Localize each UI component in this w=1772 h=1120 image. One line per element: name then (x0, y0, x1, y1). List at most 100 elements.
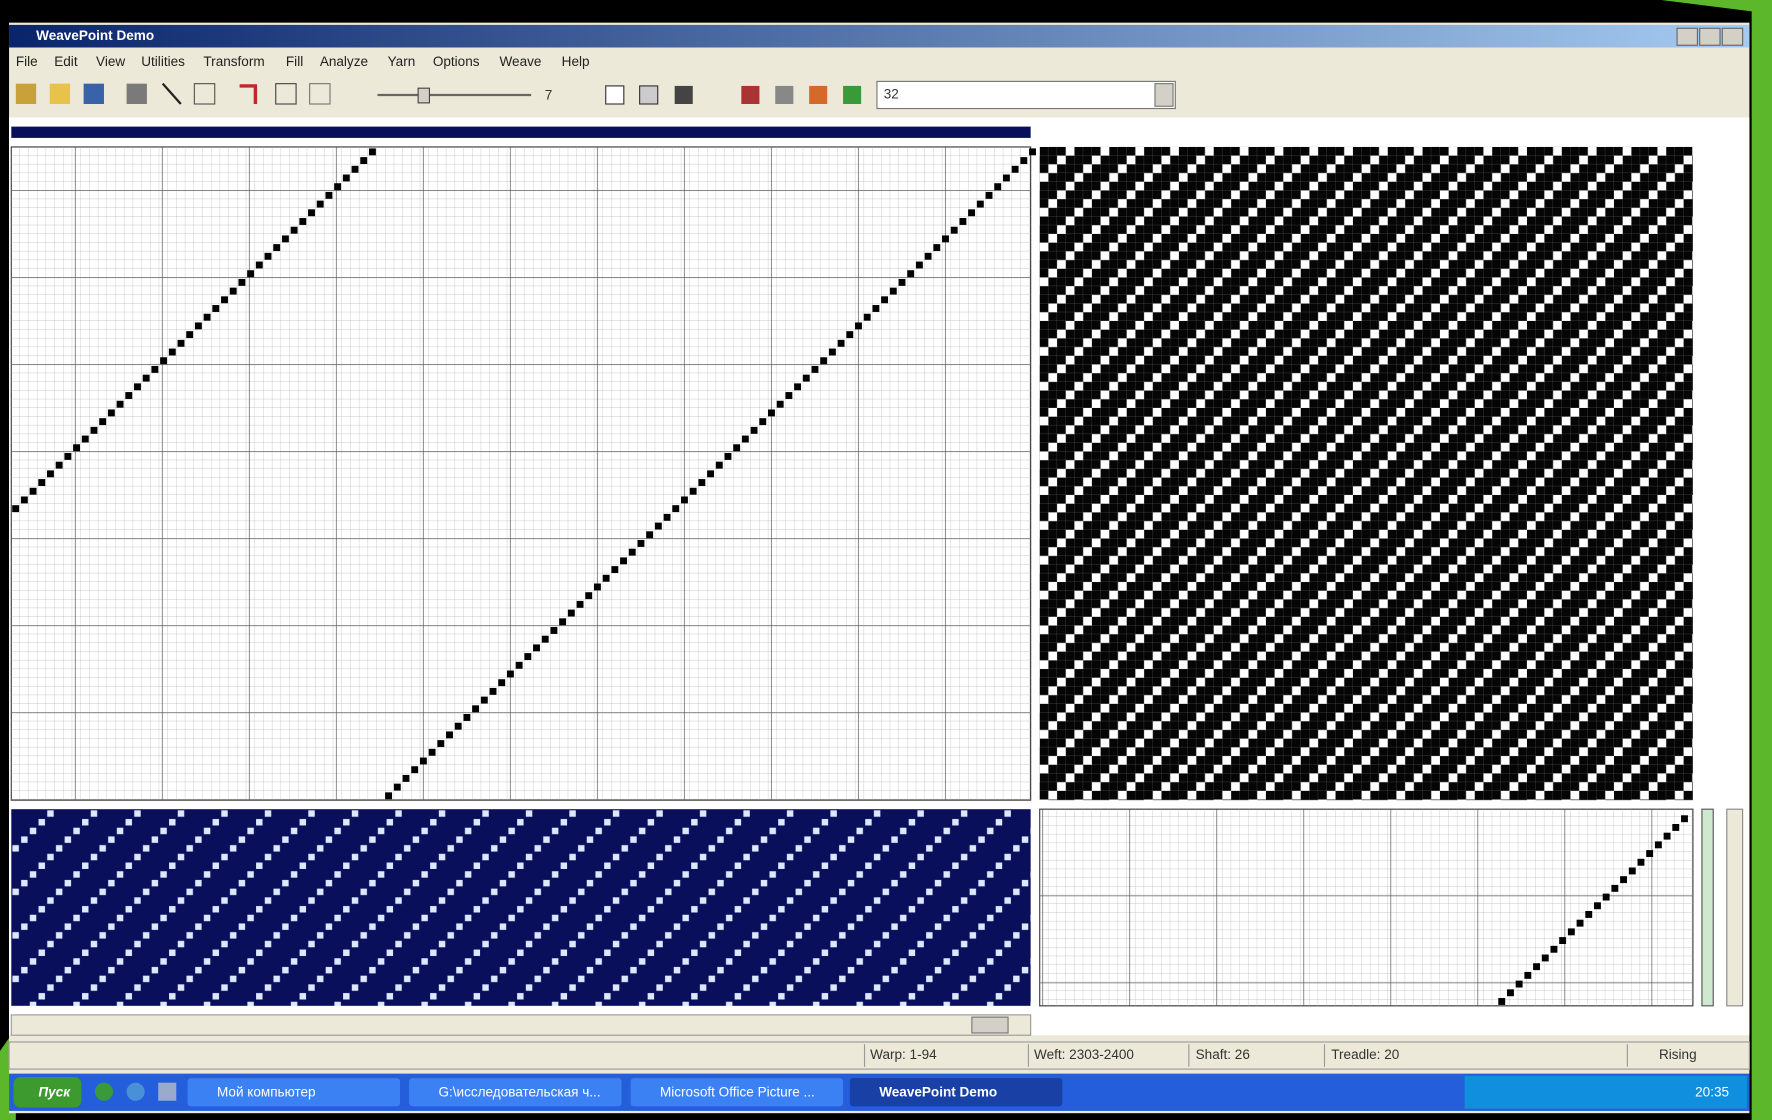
title-bar (9, 25, 1749, 48)
thread-mark (99, 418, 106, 425)
quick-launch[interactable] (95, 1083, 113, 1101)
thread-mark (21, 496, 28, 503)
thread-mark (698, 479, 705, 486)
thread-mark (308, 209, 315, 216)
thread-mark (620, 557, 627, 564)
treadle-mark (1542, 955, 1549, 962)
combo-box[interactable] (877, 81, 1175, 108)
window-controls[interactable] (1677, 28, 1743, 45)
thread-mark (143, 375, 150, 382)
thread-mark (1029, 148, 1036, 155)
quick-launch[interactable] (127, 1083, 145, 1101)
threading-grid (11, 147, 1030, 800)
thread-mark (725, 453, 732, 460)
menu-item[interactable]: File (16, 54, 38, 69)
close-button[interactable] (1722, 28, 1742, 45)
tool-icon[interactable] (843, 86, 861, 104)
thread-mark (777, 401, 784, 408)
quick-launch[interactable] (158, 1083, 176, 1101)
menu-item[interactable]: Transform (203, 54, 264, 69)
thread-mark (420, 758, 427, 765)
thread-mark (247, 270, 254, 277)
menu-item[interactable]: Weave (500, 54, 542, 69)
treadle-mark (1672, 824, 1679, 831)
thread-mark (681, 496, 688, 503)
thread-mark (12, 505, 19, 512)
thread-mark (463, 714, 470, 721)
treadle-mark (1611, 885, 1618, 892)
thread-mark (577, 601, 584, 608)
thread-mark (291, 227, 298, 234)
thread-mark (394, 784, 401, 791)
start-label: Пуск (38, 1084, 71, 1099)
thread-mark (707, 470, 714, 477)
menu-item[interactable]: View (96, 54, 125, 69)
thread-mark (385, 792, 392, 799)
menu-item[interactable]: Analyze (320, 54, 368, 69)
treadle-mark (1629, 868, 1636, 875)
screen: WeavePoint Demo FileEditViewUtilitiesTra… (0, 0, 1772, 1120)
tool-icon[interactable] (775, 86, 793, 104)
menu-item[interactable]: Help (562, 54, 590, 69)
thread-mark (881, 296, 888, 303)
tool-icon[interactable] (741, 86, 759, 104)
thread-mark (73, 444, 80, 451)
tool-icon[interactable] (809, 86, 827, 104)
side-scrollbar[interactable] (1702, 809, 1713, 1006)
thread-mark (446, 731, 453, 738)
menu-item[interactable]: Edit (54, 54, 78, 69)
minimize-button[interactable] (1677, 28, 1697, 45)
tool-icon[interactable] (640, 86, 658, 104)
thread-mark (733, 444, 740, 451)
maximize-button[interactable] (1700, 28, 1720, 45)
thread-mark (690, 488, 697, 495)
tool-icon[interactable] (50, 84, 70, 104)
vertical-scrollbar[interactable] (1727, 809, 1743, 1006)
thread-mark (186, 331, 193, 338)
thread-mark (611, 566, 618, 573)
page: WeavePoint Demo FileEditViewUtilitiesTra… (0, 0, 1772, 1120)
drawdown (1040, 147, 1693, 800)
treadle-mark (1533, 963, 1540, 970)
thread-mark (994, 183, 1001, 190)
treadle-mark (1664, 833, 1671, 840)
tool-icon[interactable] (84, 84, 104, 104)
thread-mark (986, 192, 993, 199)
menu-item[interactable]: Fill (286, 54, 303, 69)
thread-mark (629, 549, 636, 556)
tool-icon[interactable] (675, 86, 693, 104)
horizontal-scrollbar[interactable] (11, 1015, 1030, 1035)
thread-mark (812, 366, 819, 373)
thread-mark (343, 175, 350, 182)
thread-mark (403, 775, 410, 782)
thread-mark (768, 409, 775, 416)
thread-mark (568, 610, 575, 617)
thread-mark (751, 427, 758, 434)
thread-mark (637, 540, 644, 547)
thread-mark (872, 305, 879, 312)
combo-arrow[interactable] (1155, 84, 1173, 107)
menu-item[interactable]: Options (433, 54, 480, 69)
scroll-thumb[interactable] (972, 1017, 1008, 1033)
thread-mark (317, 201, 324, 208)
thread-mark (498, 679, 505, 686)
treadle-mark (1638, 859, 1645, 866)
thread-mark (455, 723, 462, 730)
treadle-mark (1594, 902, 1601, 909)
thread-mark (299, 218, 306, 225)
slider-thumb[interactable] (418, 88, 429, 103)
thread-mark (221, 296, 228, 303)
tool-icon[interactable] (606, 86, 624, 104)
menu-bar: File Edit View Utilities Transform Fill Analyz… (16, 54, 590, 69)
thread-mark (899, 279, 906, 286)
tool-icon[interactable] (127, 84, 147, 104)
tool-icon[interactable] (16, 84, 36, 104)
treadle-mark (1516, 981, 1523, 988)
thread-mark (942, 235, 949, 242)
color-pattern (11, 809, 1030, 1006)
menu-item[interactable]: Yarn (388, 54, 416, 69)
thread-mark (38, 479, 45, 486)
thread-mark (820, 357, 827, 364)
menu-item[interactable]: Utilities (141, 54, 185, 69)
thread-mark (472, 705, 479, 712)
